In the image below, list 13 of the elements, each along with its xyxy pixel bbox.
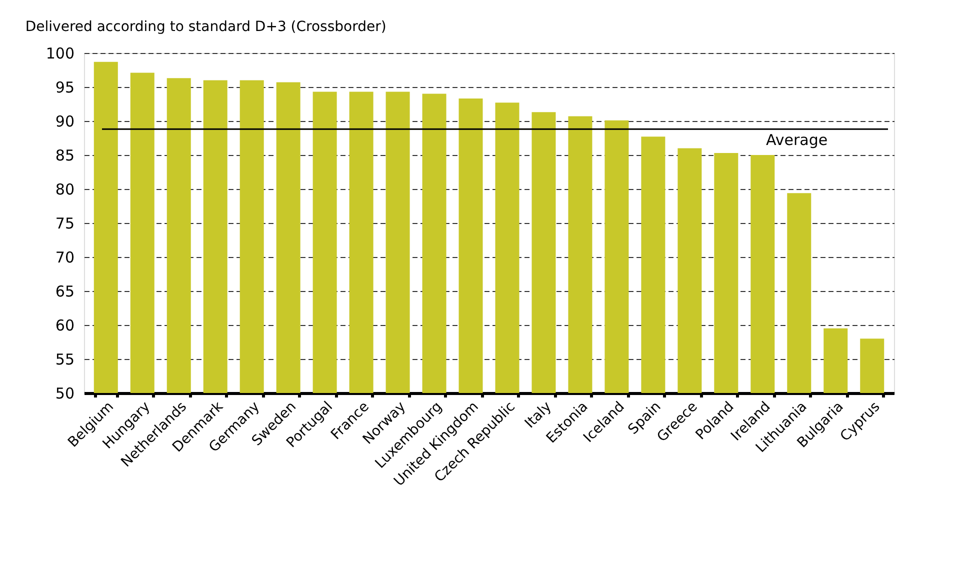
y-tick-label: 65 <box>55 282 74 300</box>
y-tick-label: 50 <box>55 384 74 402</box>
y-tick-label: 80 <box>55 180 74 198</box>
y-tick-label: 70 <box>55 248 74 266</box>
chart-title: Delivered according to standard D+3 (Crossborder) <box>25 19 386 35</box>
y-tick-label: 95 <box>55 78 74 96</box>
y-tick-label: 60 <box>55 316 74 334</box>
ref-line-label: Average <box>766 131 828 150</box>
y-tick-label: 85 <box>55 146 74 164</box>
y-tick-label: 55 <box>55 350 74 368</box>
y-tick-label: 90 <box>55 112 74 130</box>
y-tick-label: 100 <box>46 44 74 62</box>
y-tick-label: 75 <box>55 214 74 232</box>
